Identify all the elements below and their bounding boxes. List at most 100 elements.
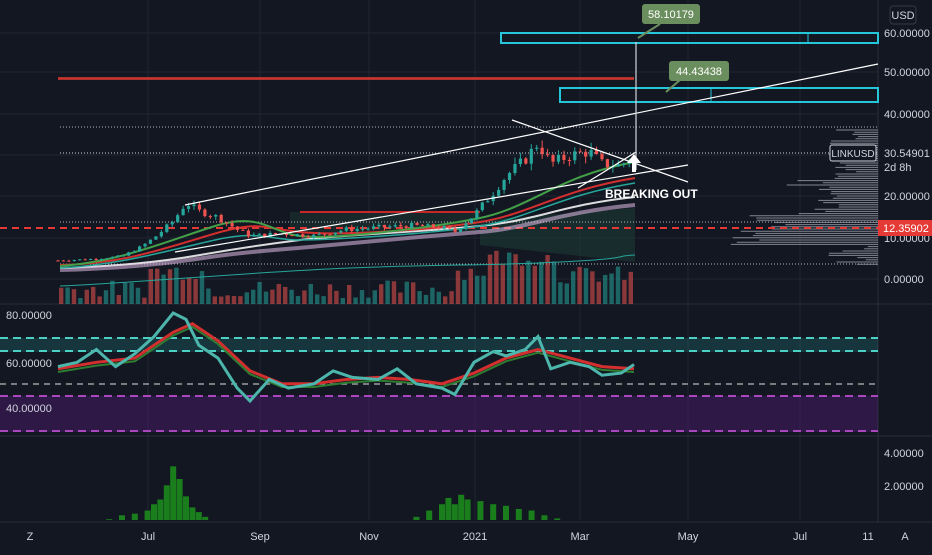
candle-body: [89, 259, 93, 261]
candle-body: [214, 214, 218, 217]
ma-red: [59, 177, 636, 266]
volume-bar: [583, 268, 589, 304]
price-tick: 0.00000: [884, 274, 924, 286]
volume-bar: [187, 277, 192, 304]
volume-bar: [353, 297, 358, 304]
volume-bar: [411, 282, 416, 304]
volume-bar: [289, 289, 294, 304]
histogram-bar: [445, 497, 452, 520]
candle-body: [290, 235, 294, 237]
candle-body: [116, 255, 120, 257]
candle-body: [573, 151, 577, 161]
candle-body: [524, 158, 528, 164]
rsi-lines: [57, 311, 635, 404]
candle-body: [138, 246, 142, 252]
candle-body: [306, 236, 310, 238]
volume-bar: [519, 265, 525, 304]
volume-bar: [238, 296, 243, 304]
target-mid-callout[interactable]: 44.43438: [665, 61, 729, 93]
histogram-bar: [503, 505, 509, 520]
candle-body: [410, 222, 414, 229]
candle-body: [497, 189, 501, 196]
rsi-fast-line: [57, 325, 635, 389]
adx-pane[interactable]: 4.00000 2.00000: [58, 77, 924, 521]
volume-bar: [430, 287, 435, 304]
volume-bar: [231, 295, 237, 304]
volume-bar: [251, 289, 256, 304]
volume-bar: [366, 297, 371, 304]
volume-bar: [622, 279, 627, 304]
candle-body: [61, 260, 66, 262]
volume-bar: [257, 281, 262, 304]
support-price-label: 12.35902: [883, 223, 929, 235]
candle-body: [458, 228, 463, 232]
candle-body: [502, 180, 506, 190]
up-arrow-icon: [627, 154, 641, 172]
time-tick: Sep: [250, 531, 270, 543]
candle-body: [83, 259, 87, 261]
volume-bar: [103, 290, 109, 304]
symbol-price-tag[interactable]: LINKUSD 30.54901 2d 8h: [829, 144, 930, 174]
candle-body: [148, 239, 153, 244]
rsi-signal-line: [57, 321, 635, 386]
volume-bar: [347, 284, 352, 304]
trend-lines[interactable]: [174, 63, 879, 253]
price-tick: 50.00000: [884, 67, 930, 79]
volume-bar: [372, 290, 377, 304]
volume-bar: [334, 290, 339, 304]
volume-bar: [340, 297, 345, 304]
candle-body: [110, 256, 114, 259]
volume-bar: [142, 297, 147, 304]
candlesticks[interactable]: [56, 140, 631, 262]
volume-bar: [110, 280, 115, 304]
candle-body: [480, 202, 484, 211]
volume-bar: [212, 296, 217, 304]
target-box-upper[interactable]: [500, 32, 879, 44]
zoom-toggle-icon: Z: [27, 531, 34, 543]
candle-body: [67, 260, 71, 262]
volume-bar: [551, 261, 557, 304]
price-tick: 40.00000: [884, 109, 930, 121]
volume-bar: [97, 296, 102, 304]
volume-bar: [155, 268, 160, 304]
target-high-callout[interactable]: 58.10179: [637, 4, 700, 39]
rsi-pane[interactable]: 80.00000 60.00000 40.00000: [0, 310, 878, 432]
volume-bar: [321, 296, 326, 304]
volume-bar: [507, 252, 512, 304]
histogram-bar: [554, 518, 561, 520]
price-axis[interactable]: USD 60.00000 50.00000 40.00000 20.00000 …: [878, 5, 932, 286]
target-box-lower[interactable]: [559, 87, 879, 103]
support-price-tag: [878, 220, 932, 236]
adx-tick: 4.00000: [884, 448, 924, 460]
candle-body: [546, 154, 550, 156]
candle-body: [94, 259, 98, 261]
time-axis[interactable]: Jul Sep Nov 2021 Mar May Jul 11 Z A: [27, 531, 910, 543]
volume-bar: [270, 289, 275, 304]
candle-body: [257, 233, 261, 235]
volume-bar: [462, 279, 467, 304]
time-tick: 11: [862, 531, 873, 543]
volume-bar: [206, 288, 211, 304]
candle-body: [192, 204, 196, 207]
volume-bar: [526, 260, 531, 304]
volume-bar: [558, 282, 563, 304]
histogram-bar: [490, 504, 497, 520]
volume-bar: [596, 281, 601, 304]
candle-body: [420, 224, 425, 227]
histogram-bar: [426, 510, 433, 520]
histogram-bar: [195, 512, 202, 520]
time-tick: Nov: [359, 531, 379, 543]
candle-body: [263, 233, 267, 237]
breakout-annotation[interactable]: BREAKING OUT: [605, 154, 698, 201]
volume-bar: [603, 274, 608, 304]
volume-profile: [730, 129, 878, 265]
volume-bar: [487, 254, 493, 304]
volume-bar: [199, 271, 205, 304]
volume-bar: [65, 287, 70, 304]
volume-bar: [404, 281, 409, 304]
candle-body: [518, 158, 522, 165]
volume-bar: [545, 255, 550, 304]
candle-body: [584, 151, 588, 157]
